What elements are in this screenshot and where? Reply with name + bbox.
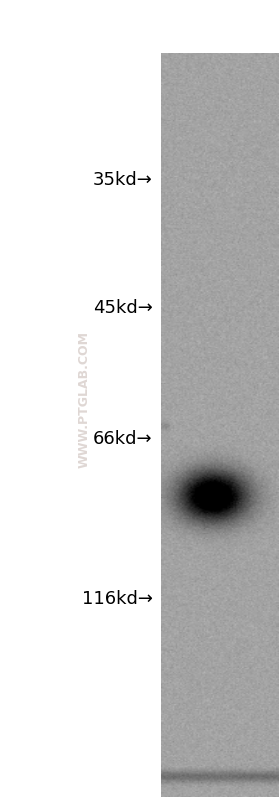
Text: 66kd→: 66kd→ xyxy=(93,431,153,448)
Text: 116kd→: 116kd→ xyxy=(81,590,153,608)
Text: 35kd→: 35kd→ xyxy=(93,171,153,189)
Text: 45kd→: 45kd→ xyxy=(93,299,153,316)
Text: WWW.PTGLAB.COM: WWW.PTGLAB.COM xyxy=(78,331,90,468)
